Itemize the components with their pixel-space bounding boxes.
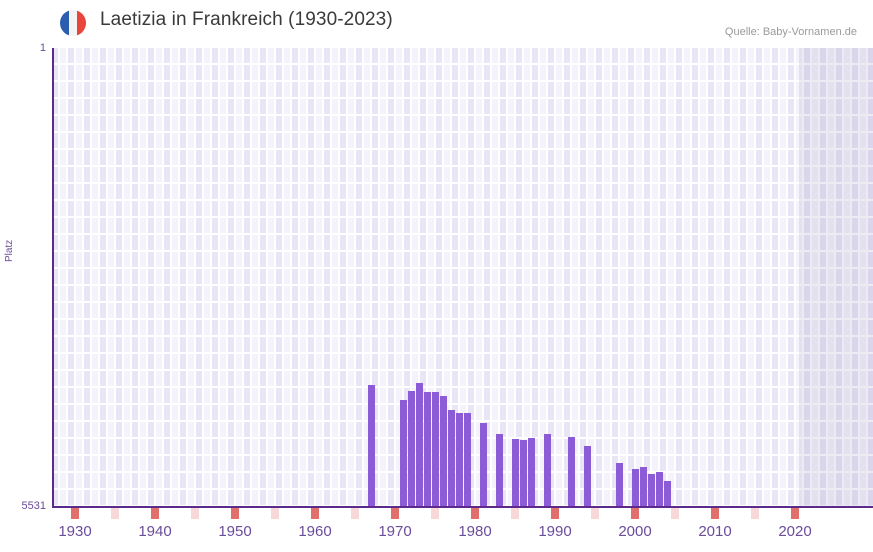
tick-marker-1960 [311,508,319,519]
bar-1975[interactable] [432,392,439,506]
x-axis-tick-strip [52,508,873,519]
y-tick-label-1: 1 [39,42,46,54]
flag-stripe-blue [60,10,69,36]
tick-marker-1995 [591,508,599,519]
bar-1981[interactable] [480,423,487,506]
tick-marker-1975 [431,508,439,519]
tick-marker-1990 [551,508,559,519]
bar-1979[interactable] [464,413,471,506]
x-tick-label-1970: 1970 [378,523,412,540]
tick-marker-1970 [391,508,399,519]
tick-marker-2015 [751,508,759,519]
bar-1977[interactable] [448,410,455,506]
x-tick-label-1960: 1960 [298,523,332,540]
tick-marker-1950 [231,508,239,519]
x-tick-label-1930: 1930 [58,523,92,540]
x-tick-label-1980: 1980 [458,523,492,540]
bar-1987[interactable] [528,438,535,506]
bar-1992[interactable] [568,437,575,506]
x-axis-line [52,506,873,508]
tick-marker-1980 [471,508,479,519]
x-tick-label-1940: 1940 [138,523,172,540]
bar-1985[interactable] [512,439,519,506]
tick-marker-1965 [351,508,359,519]
tick-marker-2000 [631,508,639,519]
bar-series [52,48,873,506]
bar-1998[interactable] [616,463,623,506]
tick-marker-1945 [191,508,199,519]
x-tick-label-2010: 2010 [698,523,732,540]
bar-2004[interactable] [664,481,671,506]
tick-marker-2020 [791,508,799,519]
bar-1974[interactable] [424,392,431,506]
y-axis-line [52,48,54,506]
y-axis-title: Platz [4,239,15,262]
flag-stripe-red [77,10,86,36]
tick-marker-2010 [711,508,719,519]
france-flag-icon [60,10,86,36]
bar-1967[interactable] [368,385,375,506]
bar-2000[interactable] [632,469,639,506]
bar-2001[interactable] [640,467,647,506]
tick-marker-2005 [671,508,679,519]
x-tick-label-2020: 2020 [778,523,812,540]
bar-2003[interactable] [656,472,663,506]
chart-header: Laetizia in Frankreich (1930-2023) Quell… [0,0,873,46]
bar-1989[interactable] [544,434,551,506]
chart-source: Quelle: Baby-Vornamen.de [724,26,857,38]
bar-1976[interactable] [440,396,447,506]
y-tick-label-5531: 5531 [21,500,46,512]
tick-marker-1940 [151,508,159,519]
bar-1978[interactable] [456,413,463,506]
tick-marker-1935 [111,508,119,519]
plot-area [52,48,873,506]
x-tick-label-2000: 2000 [618,523,652,540]
x-tick-label-1990: 1990 [538,523,572,540]
bar-2002[interactable] [648,474,655,506]
x-tick-label-1950: 1950 [218,523,252,540]
bar-1986[interactable] [520,440,527,506]
bar-1973[interactable] [416,383,423,506]
tick-marker-1955 [271,508,279,519]
tick-marker-1985 [511,508,519,519]
chart-title: Laetizia in Frankreich (1930-2023) [100,9,393,30]
flag-stripe-white [68,10,78,36]
bar-1971[interactable] [400,400,407,506]
bar-1983[interactable] [496,434,503,506]
bar-1972[interactable] [408,391,415,506]
tick-marker-1930 [71,508,79,519]
bar-1994[interactable] [584,446,591,506]
